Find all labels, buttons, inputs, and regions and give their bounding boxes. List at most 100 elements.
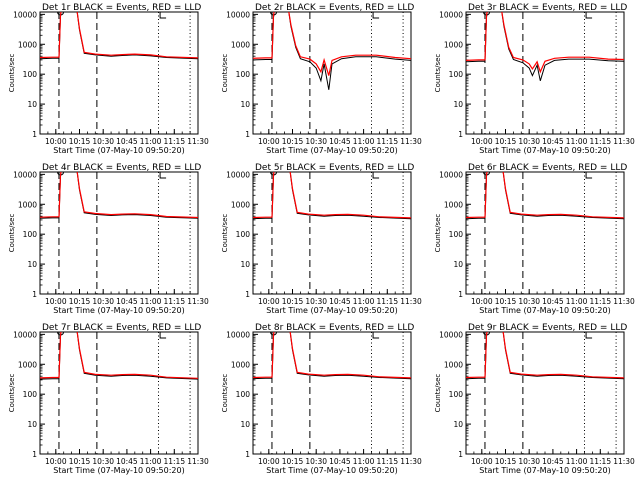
x-tick-label: 11:30	[613, 137, 635, 146]
y-tick-label: 1	[32, 450, 37, 459]
panel-title: Det 8r BLACK = Events, RED = LLD	[255, 323, 414, 333]
y-axis-label: Counts/sec	[434, 374, 442, 413]
x-tick-label: 10:30	[518, 137, 540, 146]
x-tick-label: 11:00	[140, 137, 162, 146]
x-tick-label: 10:30	[305, 137, 327, 146]
y-tick-label: 10000	[439, 330, 463, 339]
y-tick-label: 10	[27, 260, 37, 269]
y-tick-label: 100	[23, 390, 38, 399]
x-tick-label: 10:15	[69, 137, 91, 146]
series-lld-line	[466, 172, 624, 219]
x-tick-label: 10:00	[258, 297, 280, 306]
y-tick-label: 100	[449, 390, 464, 399]
y-tick-label: 10	[27, 420, 37, 429]
x-tick-label: 10:00	[258, 457, 280, 466]
x-tick-label: 10:00	[258, 137, 280, 146]
x-tick-label: 11:00	[566, 137, 588, 146]
panel-title: Det 6r BLACK = Events, RED = LLD	[468, 163, 627, 173]
y-tick-label: 1	[32, 130, 37, 139]
series-lld-line	[253, 332, 411, 379]
x-tick-label: 10:15	[69, 457, 91, 466]
y-tick-label: 10000	[13, 170, 37, 179]
x-tick-label: 11:00	[353, 297, 375, 306]
x-tick-label: 10:00	[471, 297, 493, 306]
y-tick-label: 100	[449, 230, 464, 239]
x-axis-label: Start Time (07-May-10 09:50:20)	[53, 466, 184, 475]
y-axis-label: Counts/sec	[434, 214, 442, 253]
x-tick-label: 10:15	[282, 457, 304, 466]
x-tick-label: 11:30	[613, 457, 635, 466]
y-tick-label: 1	[245, 290, 250, 299]
x-axis-label: Start Time (07-May-10 09:50:20)	[266, 466, 397, 475]
top-marker-corner	[372, 12, 380, 19]
x-tick-label: 10:45	[116, 457, 138, 466]
x-tick-label: 11:30	[187, 137, 209, 146]
x-tick-label: 10:15	[495, 137, 517, 146]
top-marker-corner	[372, 332, 380, 339]
y-tick-label: 10	[240, 100, 250, 109]
series-lld-line	[253, 12, 411, 76]
x-tick-label: 11:15	[163, 137, 185, 146]
plot-frame	[465, 331, 625, 455]
series-lld-line	[466, 12, 624, 74]
y-tick-label: 100	[23, 230, 38, 239]
x-tick-label: 11:15	[376, 297, 398, 306]
y-tick-label: 10	[453, 100, 463, 109]
y-tick-label: 10000	[226, 170, 250, 179]
y-tick-label: 1000	[444, 200, 463, 209]
y-axis-label: Counts/sec	[221, 214, 229, 253]
series-lld-line	[40, 332, 198, 379]
x-tick-label: 11:00	[140, 457, 162, 466]
x-axis-label: Start Time (07-May-10 09:50:20)	[479, 466, 610, 475]
y-axis-label: Counts/sec	[434, 54, 442, 93]
x-tick-label: 10:00	[471, 457, 493, 466]
x-tick-label: 11:00	[353, 457, 375, 466]
panel-det-4: Det 4r BLACK = Events, RED = LLD 1 10 100 10…	[8, 163, 209, 315]
panel-det-9: Det 9r BLACK = Events, RED = LLD 1 10 100 10…	[434, 323, 635, 475]
x-tick-label: 10:45	[542, 457, 564, 466]
y-tick-label: 100	[236, 230, 251, 239]
x-tick-label: 11:15	[376, 457, 398, 466]
y-tick-label: 1000	[444, 40, 463, 49]
x-tick-label: 11:30	[400, 297, 422, 306]
y-axis-label: Counts/sec	[8, 374, 16, 413]
plot-frame	[465, 11, 625, 135]
y-tick-label: 100	[23, 70, 38, 79]
y-tick-label: 1	[458, 130, 463, 139]
y-tick-label: 10	[453, 420, 463, 429]
panel-title: Det 9r BLACK = Events, RED = LLD	[468, 323, 627, 333]
y-tick-label: 10000	[439, 10, 463, 19]
panel-det-1: Det 1r BLACK = Events, RED = LLD 1 10 100 10…	[8, 3, 209, 155]
x-axis-label: Start Time (07-May-10 09:50:20)	[479, 146, 610, 155]
panel-title: Det 7r BLACK = Events, RED = LLD	[42, 323, 201, 333]
plot-frame	[252, 11, 412, 135]
y-tick-label: 10000	[13, 330, 37, 339]
x-tick-label: 10:30	[305, 297, 327, 306]
y-tick-label: 10	[240, 260, 250, 269]
x-tick-label: 11:00	[353, 137, 375, 146]
top-marker-corner	[585, 172, 593, 179]
y-tick-label: 1000	[18, 200, 37, 209]
x-tick-label: 11:15	[376, 137, 398, 146]
x-tick-label: 10:00	[45, 457, 67, 466]
y-tick-label: 10000	[439, 170, 463, 179]
plot-frame	[252, 171, 412, 295]
x-tick-label: 10:30	[92, 457, 114, 466]
panel-det-8: Det 8r BLACK = Events, RED = LLD 1 10 100 10…	[221, 323, 422, 475]
top-marker-corner	[159, 172, 167, 179]
panel-det-7: Det 7r BLACK = Events, RED = LLD 1 10 100 10…	[8, 323, 209, 475]
y-tick-label: 10000	[226, 10, 250, 19]
y-tick-label: 1	[245, 450, 250, 459]
x-tick-label: 11:15	[163, 297, 185, 306]
y-axis-label: Counts/sec	[221, 54, 229, 93]
panel-title: Det 2r BLACK = Events, RED = LLD	[255, 3, 414, 13]
y-tick-label: 100	[236, 390, 251, 399]
y-tick-label: 10	[240, 420, 250, 429]
x-tick-label: 11:00	[140, 297, 162, 306]
x-tick-label: 11:00	[566, 457, 588, 466]
top-marker-corner	[159, 12, 167, 19]
x-tick-label: 11:30	[187, 297, 209, 306]
x-axis-label: Start Time (07-May-10 09:50:20)	[53, 146, 184, 155]
x-tick-label: 10:00	[471, 137, 493, 146]
x-tick-label: 11:00	[566, 297, 588, 306]
